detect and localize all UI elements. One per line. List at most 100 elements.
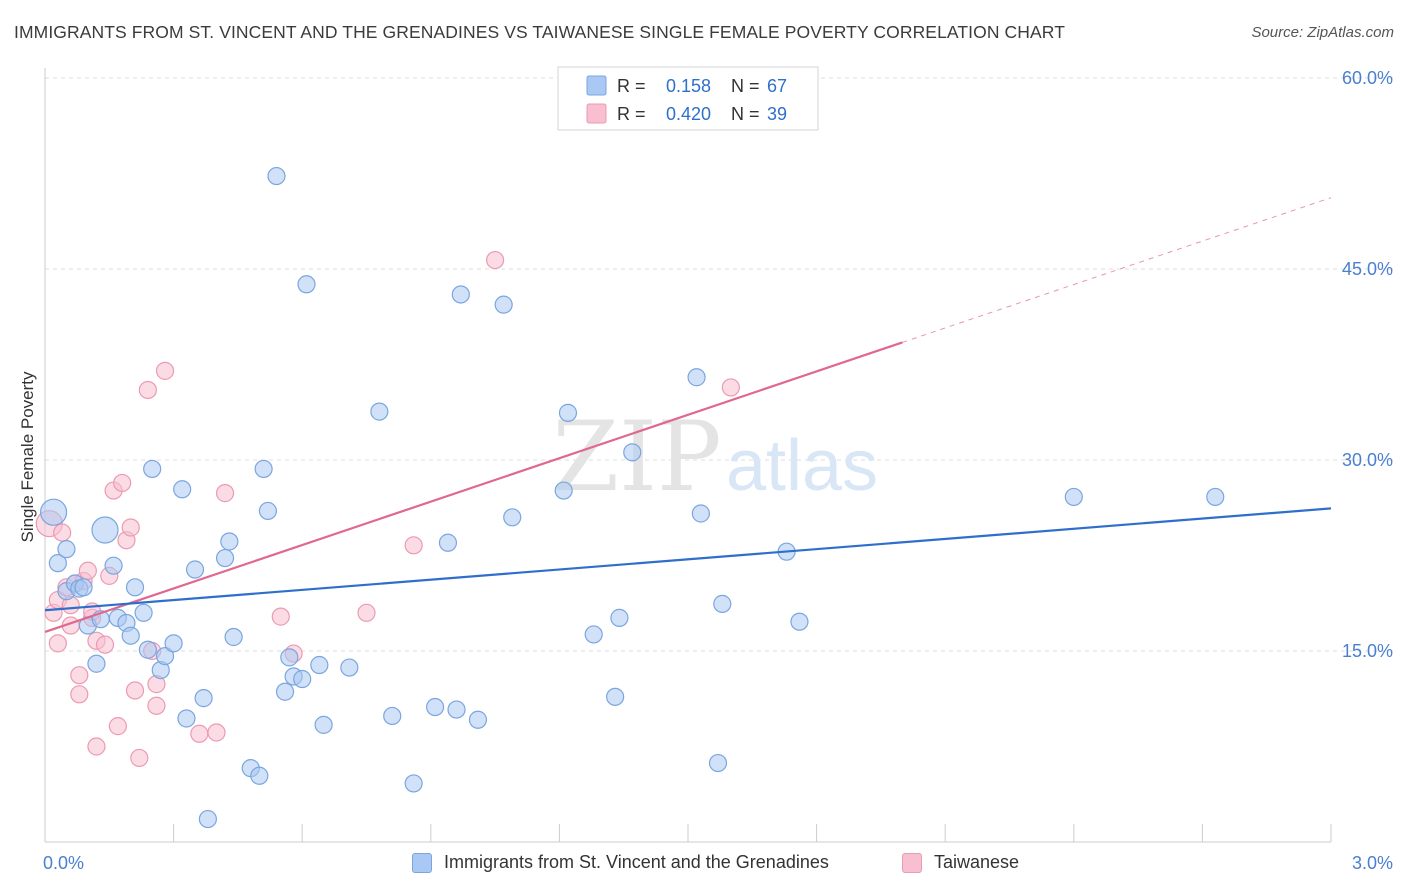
taiwanese-trend-line — [44, 341, 903, 633]
immigrants-point — [584, 625, 603, 644]
taiwanese-point — [87, 737, 106, 756]
series-legend-item-immigrants: Immigrants from St. Vincent and the Gren… — [412, 852, 829, 873]
immigrants-point — [39, 498, 68, 526]
immigrants-point — [224, 627, 243, 647]
immigrants-point — [57, 540, 76, 559]
immigrants-point — [314, 715, 333, 734]
taiwanese-point — [404, 536, 423, 555]
taiwanese-point — [125, 681, 145, 700]
taiwanese-trend-line-extension — [902, 197, 1332, 343]
immigrants-point — [370, 402, 389, 421]
immigrants-point — [74, 578, 93, 597]
immigrants-point — [250, 766, 269, 785]
immigrants-point — [558, 403, 578, 422]
legend-r-value: 0.420 — [666, 104, 711, 124]
immigrants-point — [275, 682, 295, 701]
series-swatch-blue — [412, 852, 432, 873]
legend-r-value: 0.158 — [666, 76, 711, 96]
immigrants-point — [194, 689, 213, 708]
legend-r-label: R = — [617, 104, 646, 124]
grid — [45, 77, 1395, 652]
x-tick-label: 3.0% — [1352, 853, 1393, 873]
series-legend: Immigrants from St. Vincent and the Gren… — [0, 852, 1406, 878]
series-legend-label: Immigrants from St. Vincent and the Gren… — [444, 852, 829, 872]
immigrants-point — [691, 504, 710, 523]
taiwanese-point — [207, 723, 226, 742]
immigrants-point — [215, 548, 235, 568]
immigrants-point — [340, 658, 359, 677]
y-tick-label: 45.0% — [1342, 259, 1393, 279]
immigrants-point — [177, 709, 196, 728]
y-tick-label: 15.0% — [1342, 641, 1393, 661]
immigrants-point — [438, 533, 458, 552]
immigrants-point — [267, 166, 286, 186]
source-label: Source: ZipAtlas.com — [1251, 24, 1394, 41]
series-legend-item-taiwanese: Taiwanese — [902, 852, 1019, 873]
taiwanese-point — [215, 484, 235, 503]
immigrants-point — [503, 508, 522, 527]
taiwanese-point — [155, 361, 175, 380]
axes — [44, 68, 1332, 843]
taiwanese-point — [271, 607, 290, 626]
watermark-atlas: atlas — [726, 426, 878, 506]
immigrants-point — [173, 480, 192, 499]
immigrants-point — [293, 669, 312, 689]
y-tick-label: 30.0% — [1342, 450, 1393, 470]
legend-n-label: N = — [731, 104, 760, 124]
legend-n-label: N = — [731, 76, 760, 96]
immigrants-point — [610, 608, 629, 627]
immigrants-point — [708, 753, 728, 773]
immigrants-point — [155, 646, 175, 666]
immigrants-points — [39, 166, 1225, 829]
immigrants-point — [447, 700, 466, 719]
immigrants-point — [185, 560, 205, 579]
series-legend-label: Taiwanese — [934, 852, 1020, 872]
immigrants-point — [713, 594, 732, 613]
x-tick-label: 0.0% — [43, 853, 84, 873]
taiwanese-point — [147, 696, 166, 715]
trend-lines — [44, 197, 1332, 633]
chart-title: IMMIGRANTS FROM ST. VINCENT AND THE GREN… — [14, 22, 1066, 42]
immigrants-point — [87, 654, 106, 673]
immigrants-point — [606, 687, 625, 706]
immigrants-point — [91, 516, 119, 544]
immigrants-point — [220, 532, 239, 551]
legend-swatch-blue — [586, 75, 607, 96]
immigrants-trend-line — [44, 507, 1332, 612]
taiwanese-point — [486, 250, 505, 270]
taiwanese-point — [108, 717, 127, 736]
immigrants-point — [134, 603, 153, 622]
taiwanese-point — [78, 561, 97, 580]
immigrants-point — [451, 285, 470, 304]
immigrants-point — [48, 554, 67, 573]
immigrants-point — [280, 648, 299, 667]
immigrants-point — [125, 578, 145, 597]
immigrants-point — [104, 556, 123, 575]
y-axis-label: Single Female Poverty — [18, 371, 37, 543]
immigrants-point — [1064, 487, 1083, 507]
taiwanese-point — [70, 685, 89, 704]
legend-n-value: 67 — [767, 76, 787, 96]
immigrants-point — [494, 295, 513, 314]
taiwanese-point — [95, 635, 115, 654]
immigrants-point — [121, 626, 140, 645]
y-tick-label: 60.0% — [1342, 68, 1393, 88]
immigrants-point — [254, 459, 273, 479]
series-swatch-pink — [902, 852, 922, 873]
immigrants-point — [138, 640, 157, 659]
legend-n-value: 39 — [767, 104, 787, 124]
legend-swatch-pink — [586, 103, 607, 124]
immigrants-point — [164, 634, 183, 653]
immigrants-point — [554, 481, 573, 500]
immigrants-point — [1206, 487, 1225, 507]
immigrants-point — [297, 275, 316, 294]
legend-r-label: R = — [617, 76, 646, 96]
immigrants-point — [143, 459, 162, 479]
watermark: ZIP atlas — [552, 401, 878, 513]
immigrants-point — [623, 443, 642, 462]
immigrants-point — [468, 710, 488, 729]
taiwanese-point — [70, 666, 89, 685]
immigrants-point — [425, 697, 445, 717]
taiwanese-point — [113, 473, 132, 493]
taiwanese-point — [138, 380, 157, 400]
